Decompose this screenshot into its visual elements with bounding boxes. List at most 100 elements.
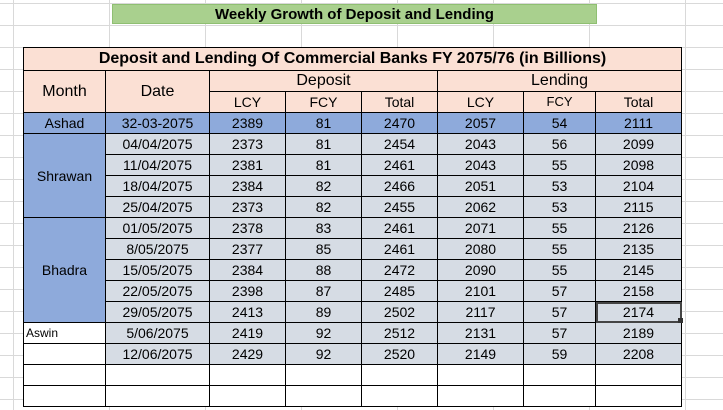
deposit-fcy-cell[interactable]: 85 xyxy=(285,238,362,260)
date-cell[interactable]: 12/06/2075 xyxy=(105,343,210,365)
lending-fcy-cell[interactable]: 55 xyxy=(523,259,596,281)
deposit-lcy-cell[interactable]: 2429 xyxy=(209,343,286,365)
empty-cell[interactable] xyxy=(523,385,596,407)
lending-total-cell[interactable]: 2158 xyxy=(595,280,682,302)
banner-title[interactable]: Weekly Growth of Deposit and Lending xyxy=(112,4,597,24)
deposit-total-cell[interactable]: 2461 xyxy=(361,217,438,239)
lending-total-cell[interactable]: 2126 xyxy=(595,217,682,239)
deposit-total-cell[interactable]: 2454 xyxy=(361,133,438,155)
lending-lcy-cell[interactable]: 2101 xyxy=(437,280,524,302)
deposit-lcy-cell[interactable]: 2384 xyxy=(209,175,286,197)
deposit-total-cell[interactable]: 2520 xyxy=(361,343,438,365)
empty-cell[interactable] xyxy=(285,385,362,407)
lending-lcy-cell[interactable]: 2071 xyxy=(437,217,524,239)
lending-lcy-cell[interactable]: 2090 xyxy=(437,259,524,281)
lending-lcy-header[interactable]: LCY xyxy=(437,91,524,113)
empty-cell[interactable] xyxy=(437,385,524,407)
deposit-total-header[interactable]: Total xyxy=(361,91,438,113)
date-cell[interactable]: 11/04/2075 xyxy=(105,154,210,176)
deposit-fcy-cell[interactable]: 88 xyxy=(285,259,362,281)
deposit-fcy-header[interactable]: FCY xyxy=(285,91,362,113)
date-cell[interactable]: 04/04/2075 xyxy=(105,133,210,155)
empty-cell[interactable] xyxy=(23,364,106,386)
date-cell[interactable]: 8/05/2075 xyxy=(105,238,210,260)
deposit-lcy-header[interactable]: LCY xyxy=(209,91,286,113)
deposit-lcy-cell[interactable]: 2419 xyxy=(209,322,286,344)
date-header[interactable]: Date xyxy=(105,70,210,113)
empty-cell[interactable] xyxy=(23,343,106,365)
lending-lcy-cell[interactable]: 2062 xyxy=(437,196,524,218)
lending-fcy-cell[interactable]: 55 xyxy=(523,217,596,239)
lending-fcy-cell[interactable]: 57 xyxy=(523,280,596,302)
empty-cell[interactable] xyxy=(105,364,210,386)
date-cell[interactable]: 25/04/2075 xyxy=(105,196,210,218)
month-cell-bhadra[interactable]: Bhadra xyxy=(23,217,106,323)
deposit-lcy-cell[interactable]: 2377 xyxy=(209,238,286,260)
lending-header[interactable]: Lending xyxy=(437,70,682,92)
lending-fcy-header[interactable]: FCY xyxy=(523,91,596,113)
lending-total-cell[interactable]: 2099 xyxy=(595,133,682,155)
deposit-total-cell[interactable]: 2512 xyxy=(361,322,438,344)
lending-lcy-cell[interactable]: 2117 xyxy=(437,301,524,323)
empty-cell[interactable] xyxy=(523,364,596,386)
empty-cell[interactable] xyxy=(437,364,524,386)
lending-lcy-cell[interactable]: 2131 xyxy=(437,322,524,344)
date-cell[interactable]: 18/04/2075 xyxy=(105,175,210,197)
deposit-fcy-cell[interactable]: 81 xyxy=(285,154,362,176)
deposit-fcy-cell[interactable]: 83 xyxy=(285,217,362,239)
deposit-lcy-cell[interactable]: 2384 xyxy=(209,259,286,281)
deposit-total-cell[interactable]: 2472 xyxy=(361,259,438,281)
lending-total-cell[interactable]: 2189 xyxy=(595,322,682,344)
deposit-lcy-cell[interactable]: 2413 xyxy=(209,301,286,323)
date-cell[interactable]: 5/06/2075 xyxy=(105,322,210,344)
date-cell[interactable]: 01/05/2075 xyxy=(105,217,210,239)
lending-total-cell[interactable]: 2098 xyxy=(595,154,682,176)
empty-cell[interactable] xyxy=(595,364,682,386)
deposit-fcy-cell[interactable]: 81 xyxy=(285,133,362,155)
lending-lcy-cell[interactable]: 2043 xyxy=(437,154,524,176)
deposit-fcy-cell[interactable]: 87 xyxy=(285,280,362,302)
lending-lcy-cell[interactable]: 2149 xyxy=(437,343,524,365)
empty-cell[interactable] xyxy=(285,364,362,386)
empty-cell[interactable] xyxy=(23,385,106,407)
deposit-fcy-cell[interactable]: 89 xyxy=(285,301,362,323)
lending-fcy-cell[interactable]: 55 xyxy=(523,238,596,260)
deposit-lcy-cell[interactable]: 2378 xyxy=(209,217,286,239)
deposit-lcy-cell[interactable]: 2373 xyxy=(209,133,286,155)
empty-cell[interactable] xyxy=(105,385,210,407)
lending-total-cell[interactable]: 2208 xyxy=(595,343,682,365)
deposit-lcy-cell[interactable]: 2373 xyxy=(209,196,286,218)
deposit-lcy-cell[interactable]: 2398 xyxy=(209,280,286,302)
deposit-fcy-cell[interactable]: 81 xyxy=(285,112,362,134)
deposit-total-cell[interactable]: 2466 xyxy=(361,175,438,197)
lending-fcy-cell[interactable]: 53 xyxy=(523,175,596,197)
lending-fcy-cell[interactable]: 57 xyxy=(523,301,596,323)
deposit-fcy-cell[interactable]: 92 xyxy=(285,322,362,344)
deposit-lcy-cell[interactable]: 2381 xyxy=(209,154,286,176)
month-header[interactable]: Month xyxy=(23,70,106,113)
deposit-fcy-cell[interactable]: 82 xyxy=(285,196,362,218)
lending-total-header[interactable]: Total xyxy=(595,91,682,113)
lending-total-cell[interactable]: 2104 xyxy=(595,175,682,197)
empty-cell[interactable] xyxy=(209,364,286,386)
lending-total-cell-selected[interactable]: 2174 xyxy=(595,301,682,323)
deposit-total-cell[interactable]: 2470 xyxy=(361,112,438,134)
deposit-fcy-cell[interactable]: 82 xyxy=(285,175,362,197)
fill-handle[interactable] xyxy=(678,318,683,323)
table-title[interactable]: Deposit and Lending Of Commercial Banks … xyxy=(23,47,682,71)
lending-total-cell[interactable]: 2145 xyxy=(595,259,682,281)
empty-cell[interactable] xyxy=(595,385,682,407)
deposit-fcy-cell[interactable]: 92 xyxy=(285,343,362,365)
lending-total-cell[interactable]: 2111 xyxy=(595,112,682,134)
empty-cell[interactable] xyxy=(361,364,438,386)
lending-fcy-cell[interactable]: 57 xyxy=(523,322,596,344)
deposit-lcy-cell[interactable]: 2389 xyxy=(209,112,286,134)
lending-fcy-cell[interactable]: 53 xyxy=(523,196,596,218)
date-cell[interactable]: 32-03-2075 xyxy=(105,112,210,134)
deposit-total-cell[interactable]: 2461 xyxy=(361,154,438,176)
month-cell-shrawan[interactable]: Shrawan xyxy=(23,133,106,218)
deposit-total-cell[interactable]: 2461 xyxy=(361,238,438,260)
lending-lcy-cell[interactable]: 2051 xyxy=(437,175,524,197)
empty-cell[interactable] xyxy=(361,385,438,407)
deposit-header[interactable]: Deposit xyxy=(209,70,438,92)
